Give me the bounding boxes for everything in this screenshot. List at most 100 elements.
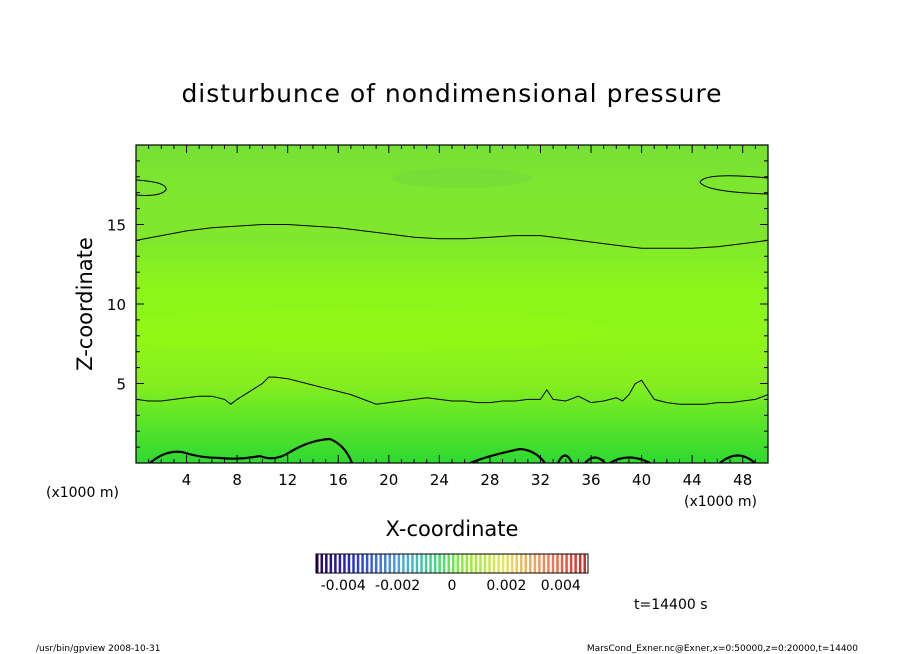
x-tick-label: 16: [329, 471, 348, 489]
colorbar-swatch: [538, 554, 541, 573]
colorbar-swatch: [533, 554, 537, 573]
colorbar-swatch: [374, 554, 378, 573]
colorbar-swatch: [452, 554, 455, 573]
x-axis-ticks: 4 8 12 16 20 24 28 32 36 40 44 48: [148, 145, 756, 489]
colorbar-swatch: [411, 554, 414, 573]
colorbar-swatch: [488, 554, 491, 573]
x-tick-label: 32: [531, 471, 550, 489]
contour-surface: [149, 437, 756, 463]
contour-closed-left: [136, 179, 167, 196]
y-axis-label: Z-coordinate: [73, 237, 97, 371]
colorbar-swatch: [384, 554, 387, 573]
colorbar-swatch: [442, 554, 446, 573]
x-tick-label: 48: [733, 471, 752, 489]
colorbar-swatch: [497, 554, 500, 573]
colorbar-swatch: [329, 554, 333, 573]
colorbar-swatch: [510, 554, 514, 573]
colorbar-tick-labels: -0.004 -0.002 0 0.002 0.004: [321, 578, 581, 594]
colorbar-swatch: [370, 554, 373, 573]
colorbar-swatch: [529, 554, 532, 573]
colorbar-swatch: [565, 554, 568, 573]
colorbar-swatch: [461, 554, 464, 573]
colorbar-swatch: [474, 554, 478, 573]
x-tick-label: 8: [232, 471, 242, 489]
x-axis-label: X-coordinate: [386, 517, 519, 541]
colorbar-swatch: [479, 554, 482, 573]
colorbar-swatch: [574, 554, 577, 573]
x-tick-label: 24: [430, 471, 449, 489]
x-tick-label: 40: [632, 471, 651, 489]
x-tick-label: 20: [379, 471, 398, 489]
x-unit-left: (x1000 m): [46, 485, 119, 501]
colorbar-tick-label: -0.002: [375, 578, 420, 594]
colorbar-swatch: [429, 554, 432, 573]
contour-line-1: [136, 376, 768, 405]
colorbar-swatch: [402, 554, 405, 573]
colorbar-swatch: [456, 554, 460, 573]
colorbar-swatch: [520, 554, 523, 573]
colorbar-swatch: [583, 554, 586, 573]
footer-left: /usr/bin/gpview 2008-10-31: [36, 644, 160, 654]
colorbar-swatch: [388, 554, 392, 573]
colorbar-swatch: [501, 554, 505, 573]
colorbar-swatch: [447, 554, 450, 573]
heatmap-field: [136, 145, 768, 463]
x-tick-label: 44: [683, 471, 702, 489]
colorbar-swatch: [569, 554, 573, 573]
contour-closed-right: [699, 175, 768, 195]
y-axis-ticks: 5 10 15: [107, 160, 768, 448]
y-tick-label: 10: [107, 296, 126, 314]
x-unit-right: (x1000 m): [684, 494, 757, 510]
colorbar-swatch: [547, 554, 550, 573]
colorbar-swatch: [492, 554, 496, 573]
colorbar-swatch: [556, 554, 559, 573]
colorbar-swatch: [356, 554, 360, 573]
colorbar-swatch: [393, 554, 396, 573]
contour-lines: [136, 224, 768, 405]
colorbar-tick-label: -0.004: [321, 578, 366, 594]
colorbar-swatch: [338, 554, 342, 573]
colorbar-swatch: [483, 554, 487, 573]
colorbar-swatch: [361, 554, 364, 573]
colorbar-swatch: [320, 554, 324, 573]
x-tick-label: 12: [278, 471, 297, 489]
colorbar-tick-label: 0.004: [541, 578, 581, 594]
colorbar-swatch: [542, 554, 546, 573]
colorbar-swatch: [334, 554, 337, 573]
colorbar-swatch: [347, 554, 351, 573]
contour-line-2: [136, 224, 768, 249]
colorbar-swatch: [433, 554, 437, 573]
colorbar-swatch: [465, 554, 469, 573]
colorbar-swatch: [316, 554, 319, 573]
colorbar-swatch: [506, 554, 509, 573]
colorbar-swatch: [524, 554, 528, 573]
colorbar-swatch: [470, 554, 473, 573]
colorbar-swatch: [560, 554, 564, 573]
colorbar-swatch: [397, 554, 401, 573]
x-tick-label: 4: [182, 471, 192, 489]
colorbar-swatch: [379, 554, 382, 573]
chart-title: disturbunce of nondimensional pressure: [181, 79, 722, 108]
colorbar-swatch: [424, 554, 428, 573]
y-tick-label: 15: [107, 217, 126, 235]
footer-right: MarsCond_Exner.nc@Exner,x=0:50000,z=0:20…: [587, 644, 858, 654]
x-tick-label: 28: [480, 471, 499, 489]
colorbar-swatch: [551, 554, 555, 573]
colorbar-swatch: [438, 554, 441, 573]
colorbar-swatch: [578, 554, 582, 573]
colorbar-swatch: [343, 554, 346, 573]
colorbar-tick-label: 0.002: [486, 578, 526, 594]
colorbar-swatch: [420, 554, 423, 573]
field-patch-top: [392, 168, 532, 188]
x-tick-label: 36: [581, 471, 600, 489]
colorbar: [316, 554, 586, 573]
colorbar-swatch: [406, 554, 410, 573]
colorbar-swatch: [515, 554, 518, 573]
colorbar-swatch: [352, 554, 355, 573]
colorbar-swatch: [325, 554, 328, 573]
colorbar-swatch: [365, 554, 369, 573]
colorbar-tick-label: 0: [448, 578, 457, 594]
time-label: t=14400 s: [634, 597, 708, 613]
field-patch-mid: [136, 308, 610, 352]
